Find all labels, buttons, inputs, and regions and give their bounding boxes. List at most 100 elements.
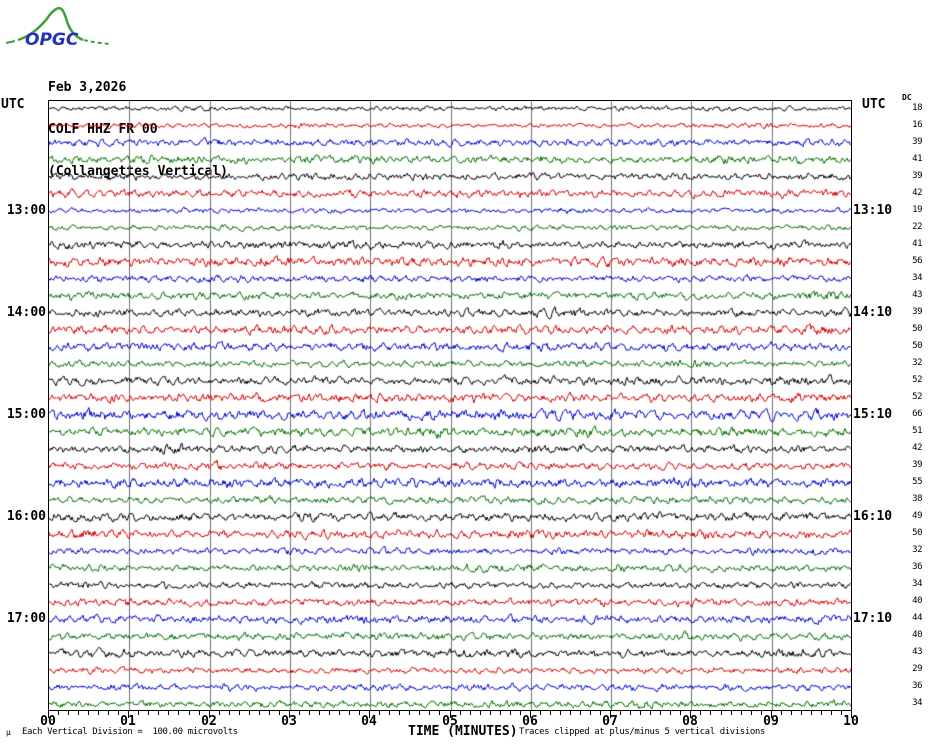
x-tick-minor bbox=[841, 711, 842, 715]
x-tick-major bbox=[771, 711, 772, 718]
x-tick-minor bbox=[751, 711, 752, 715]
x-tick-minor bbox=[570, 711, 571, 715]
trace-amplitude-value: 22 bbox=[912, 221, 922, 232]
trace-amplitude-value: 34 bbox=[912, 579, 922, 590]
x-tick-minor bbox=[640, 711, 641, 715]
x-tick-minor bbox=[189, 711, 190, 715]
trace-amplitude-value: 66 bbox=[912, 409, 922, 419]
x-tick-minor bbox=[831, 711, 832, 715]
x-tick-minor bbox=[379, 711, 380, 715]
x-tick-minor bbox=[660, 711, 661, 715]
x-tick-minor bbox=[309, 711, 310, 715]
x-tick-minor bbox=[88, 711, 89, 715]
x-tick-label: 09 bbox=[763, 714, 779, 729]
x-tick-minor bbox=[550, 711, 551, 715]
footer-scale-note: Each Vertical Division = 100.00 microvol… bbox=[22, 727, 238, 737]
hour-label-right: 13:10 bbox=[853, 202, 893, 218]
trace-amplitude-value: 40 bbox=[912, 596, 922, 607]
hour-label-left: 17:00 bbox=[6, 611, 46, 627]
x-tick-minor bbox=[269, 711, 270, 715]
logo-volcano-curve bbox=[17, 6, 84, 42]
x-tick-minor bbox=[470, 711, 471, 715]
x-tick-minor bbox=[510, 711, 511, 715]
x-tick-major bbox=[289, 711, 290, 718]
x-tick-minor bbox=[429, 711, 430, 715]
trace-amplitude-value: 34 bbox=[912, 272, 922, 283]
x-tick-label: 10 bbox=[843, 714, 859, 729]
hour-label-left: 13:00 bbox=[6, 202, 46, 218]
x-tick-minor bbox=[108, 711, 109, 715]
x-tick-minor bbox=[389, 711, 390, 715]
trace-amplitude-value: 49 bbox=[912, 511, 922, 522]
trace-amplitude-value: 50 bbox=[912, 528, 922, 539]
x-tick-major bbox=[209, 711, 210, 718]
x-tick-minor bbox=[480, 711, 481, 715]
x-tick-minor bbox=[409, 711, 410, 715]
x-tick-label: 05 bbox=[442, 714, 458, 729]
trace-amplitude-value: 18 bbox=[912, 102, 922, 113]
x-tick-minor bbox=[319, 711, 320, 715]
x-tick-minor bbox=[490, 711, 491, 715]
x-tick-minor bbox=[590, 711, 591, 715]
trace-amplitude-value: 39 bbox=[912, 136, 922, 147]
x-tick-minor bbox=[98, 711, 99, 715]
x-tick-minor bbox=[731, 711, 732, 715]
x-tick-major bbox=[450, 711, 451, 718]
x-tick-minor bbox=[148, 711, 149, 715]
x-tick-label: 07 bbox=[602, 714, 618, 729]
x-tick-minor bbox=[229, 711, 230, 715]
x-tick-minor bbox=[58, 711, 59, 715]
hour-label-right: 17:10 bbox=[853, 611, 893, 627]
x-tick-minor bbox=[761, 711, 762, 715]
x-tick-minor bbox=[168, 711, 169, 715]
logo-text: OPGC bbox=[25, 30, 79, 50]
x-tick-minor bbox=[249, 711, 250, 715]
x-tick-minor bbox=[349, 711, 350, 715]
x-tick-major bbox=[48, 711, 49, 718]
x-tick-minor bbox=[460, 711, 461, 715]
hour-label-left: 16:00 bbox=[6, 509, 46, 525]
x-tick-minor bbox=[620, 711, 621, 715]
x-tick-minor bbox=[801, 711, 802, 715]
x-tick-minor bbox=[138, 711, 139, 715]
trace-amplitude-value: 42 bbox=[912, 187, 922, 198]
x-tick-minor bbox=[540, 711, 541, 715]
x-tick-label: 08 bbox=[682, 714, 698, 729]
x-tick-minor bbox=[259, 711, 260, 715]
x-tick-minor bbox=[821, 711, 822, 715]
trace-amplitude-value: 32 bbox=[912, 545, 922, 556]
trace-amplitude-value: 38 bbox=[912, 494, 922, 505]
x-tick-minor bbox=[199, 711, 200, 715]
x-tick-minor bbox=[419, 711, 420, 715]
hour-label-right: 15:10 bbox=[853, 407, 893, 422]
trace-amplitude-value: 51 bbox=[912, 426, 922, 437]
x-tick-label: 00 bbox=[40, 714, 56, 729]
utc-label-left: UTC bbox=[1, 97, 25, 112]
x-tick-minor bbox=[650, 711, 651, 715]
x-tick-minor bbox=[811, 711, 812, 715]
x-tick-major bbox=[128, 711, 129, 718]
header-date: Feb 3,2026 bbox=[48, 80, 127, 95]
x-tick-minor bbox=[299, 711, 300, 715]
seismogram-plot bbox=[48, 100, 852, 711]
x-tick-label: 02 bbox=[201, 714, 217, 729]
x-tick-label: 06 bbox=[522, 714, 538, 729]
hour-label-right: 14:10 bbox=[853, 304, 893, 320]
trace-amplitude-value: 52 bbox=[912, 374, 922, 385]
footer-clip-note: Traces clipped at plus/minus 5 vertical … bbox=[519, 727, 765, 737]
trace-amplitude-value: 55 bbox=[912, 477, 922, 488]
x-tick-label: 03 bbox=[281, 714, 297, 729]
x-tick-major bbox=[851, 711, 852, 718]
x-tick-major bbox=[690, 711, 691, 718]
trace-amplitude-value: 43 bbox=[912, 289, 922, 300]
x-tick-minor bbox=[791, 711, 792, 715]
utc-label-right: UTC bbox=[862, 97, 886, 112]
x-tick-major bbox=[530, 711, 531, 718]
hour-label-right: 16:10 bbox=[853, 509, 893, 525]
trace-amplitude-value: 19 bbox=[912, 204, 922, 215]
x-tick-minor bbox=[700, 711, 701, 715]
x-tick-minor bbox=[721, 711, 722, 715]
trace-amplitude-value: 34 bbox=[912, 698, 922, 709]
x-axis-title: TIME (MINUTES) bbox=[408, 724, 518, 739]
trace-amplitude-value: 40 bbox=[912, 630, 922, 641]
